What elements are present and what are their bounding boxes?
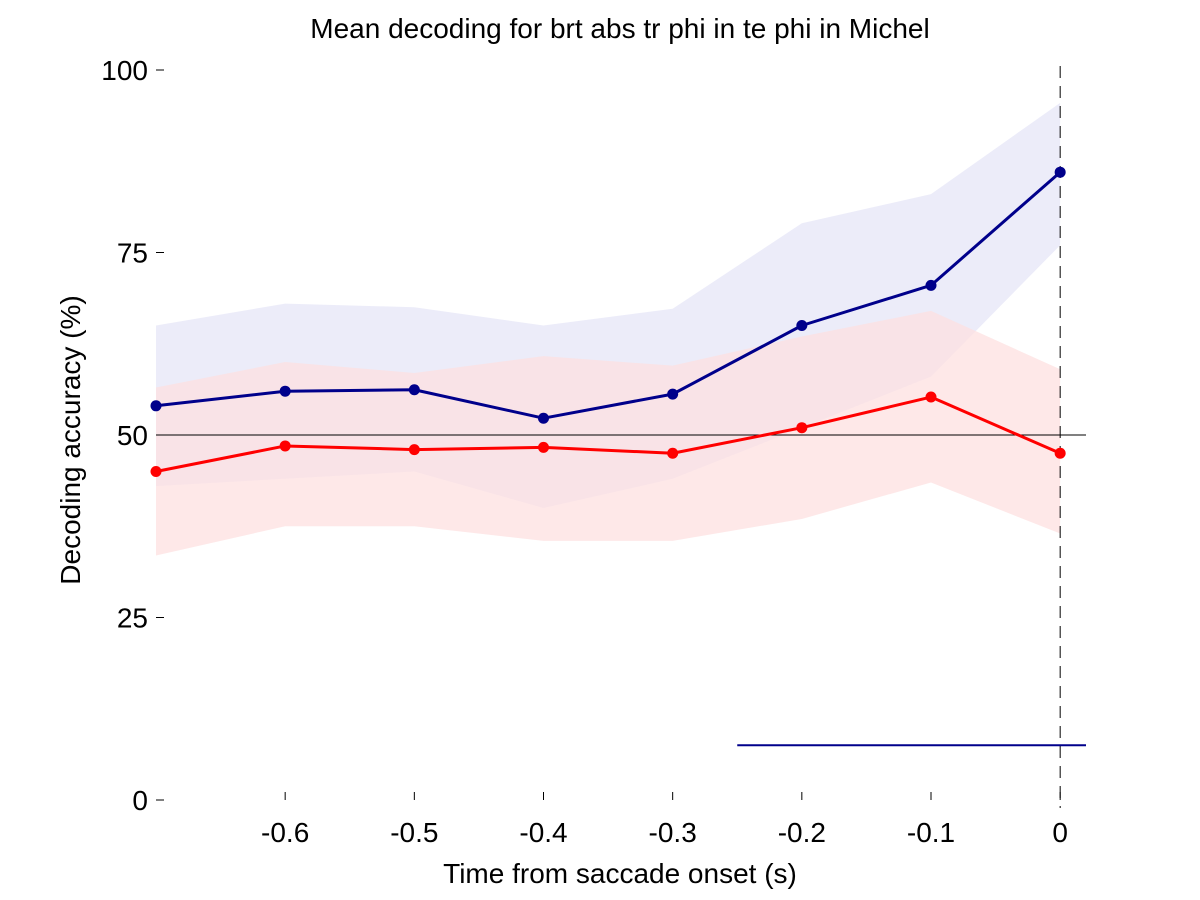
series-line-0 <box>155 171 1062 420</box>
data-point-1-4 <box>667 447 679 459</box>
x-tick-label-3: -0.3 <box>649 817 697 848</box>
chart-title: Mean decoding for brt abs tr phi in te p… <box>310 13 929 44</box>
x-tick-label-2: -0.4 <box>519 817 567 848</box>
reference-lines <box>156 66 1086 808</box>
x-tick-label-6: 0 <box>1052 817 1068 848</box>
data-point-1-0 <box>150 466 162 477</box>
x-tick-label-0: -0.6 <box>261 817 309 848</box>
data-point-1-1 <box>279 440 291 452</box>
data-point-0-4 <box>667 388 679 400</box>
data-point-0-0 <box>150 400 162 412</box>
data-point-1-7 <box>1054 447 1066 459</box>
data-point-0-1 <box>279 385 291 397</box>
data-point-0-3 <box>538 412 549 424</box>
confidence-bands <box>156 102 1061 556</box>
data-point-0-5 <box>796 320 808 331</box>
axes: 0 25 50 75 100 -0.6 -0.5 -0.4 -0.3 -0.2 -0.1 0 <box>101 55 1068 848</box>
data-point-1-3 <box>538 441 549 453</box>
data-series <box>150 166 1066 477</box>
data-point-0-6 <box>925 279 937 291</box>
x-tick-label-5: -0.1 <box>907 817 955 848</box>
y-tick-label-2: 50 <box>117 420 148 451</box>
confidence-band-1 <box>156 310 1061 556</box>
y-tick-label-1: 25 <box>117 603 148 634</box>
x-axis-label: Time from saccade onset (s) <box>443 858 797 889</box>
y-axis-label: Decoding accuracy (%) <box>55 295 86 584</box>
data-point-0-2 <box>408 384 420 396</box>
x-tick-label-4: -0.2 <box>778 817 826 848</box>
y-tick-label-0: 0 <box>132 785 148 816</box>
y-tick-label-3: 75 <box>117 238 148 269</box>
x-tick-label-1: -0.5 <box>390 817 438 848</box>
series-line-1 <box>155 395 1061 473</box>
data-point-1-6 <box>925 391 937 403</box>
data-point-0-7 <box>1054 166 1066 178</box>
y-tick-label-4: 100 <box>101 55 148 86</box>
data-point-1-5 <box>796 422 808 434</box>
data-point-1-2 <box>408 444 420 456</box>
